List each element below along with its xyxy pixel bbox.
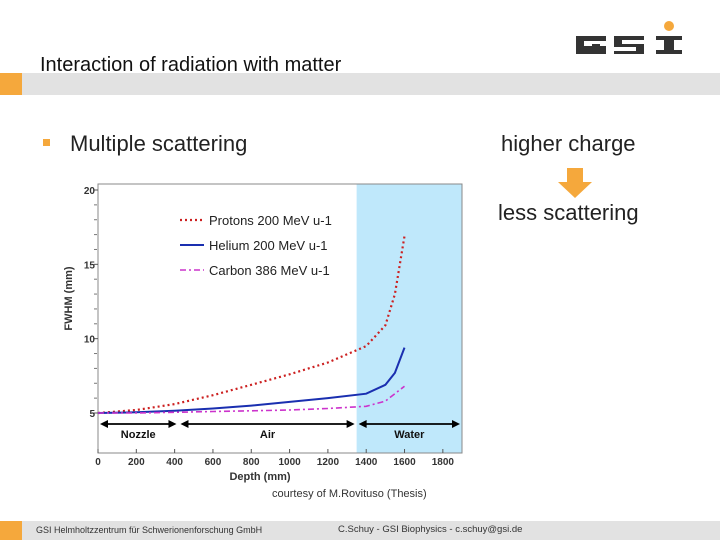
region-arrowhead-right bbox=[168, 420, 177, 428]
x-tick-label: 1200 bbox=[317, 457, 340, 468]
footer-institution: GSI Helmholtzzentrum für Schwerionenfors… bbox=[36, 525, 263, 535]
note-higher-charge: higher charge bbox=[501, 131, 636, 156]
y-axis-label: FWHM (mm) bbox=[63, 266, 75, 330]
title-underline-bar bbox=[22, 73, 720, 95]
y-tick-label: 5 bbox=[89, 409, 95, 420]
region-label-water: Water bbox=[394, 429, 425, 441]
region-arrowhead-left bbox=[358, 420, 367, 428]
series-line-0 bbox=[97, 235, 406, 415]
x-tick-label: 1000 bbox=[278, 457, 301, 468]
region-arrowhead-left bbox=[100, 420, 108, 428]
x-tick-label: 1800 bbox=[432, 457, 455, 468]
y-tick-label: 10 bbox=[84, 335, 96, 346]
bullet-marker bbox=[43, 139, 50, 146]
footer-contact: C.Schuy - GSI Biophysics - c.schuy@gsi.d… bbox=[338, 524, 523, 535]
water-region bbox=[356, 184, 462, 453]
legend-label-1: Helium 200 MeV u-1 bbox=[209, 238, 328, 253]
x-tick-label: 200 bbox=[128, 457, 145, 468]
series-line-1 bbox=[97, 347, 406, 414]
plot-frame bbox=[97, 183, 463, 454]
slide-title: Interaction of radiation with matter bbox=[40, 54, 342, 76]
region-label-air: Air bbox=[260, 429, 276, 441]
y-tick-label: 20 bbox=[84, 186, 96, 197]
x-tick-label: 1600 bbox=[393, 457, 416, 468]
bullet-multiple-scattering: Multiple scattering bbox=[70, 131, 248, 156]
x-tick-label: 1400 bbox=[355, 457, 378, 468]
footer-bar bbox=[22, 521, 720, 540]
legend-label-2: Carbon 386 MeV u-1 bbox=[209, 263, 330, 278]
x-tick-label: 600 bbox=[205, 457, 222, 468]
region-arrowhead-left bbox=[180, 420, 189, 428]
region-arrowhead-right bbox=[346, 420, 355, 428]
region-label-nozzle: Nozzle bbox=[121, 429, 156, 441]
arrow-down-icon bbox=[558, 168, 592, 198]
gsi-logo bbox=[576, 21, 682, 54]
x-tick-label: 800 bbox=[243, 457, 260, 468]
note-less-scattering: less scattering bbox=[498, 200, 639, 225]
series-line-2 bbox=[98, 385, 405, 414]
x-axis-label: Depth (mm) bbox=[229, 471, 290, 483]
region-arrowhead-right bbox=[452, 420, 460, 428]
x-tick-label: 0 bbox=[95, 457, 101, 468]
title-accent-bar bbox=[0, 73, 22, 95]
footer-accent-bar bbox=[0, 521, 22, 540]
courtesy-note: courtesy of M.Rovituso (Thesis) bbox=[272, 488, 427, 500]
legend-label-0: Protons 200 MeV u-1 bbox=[209, 213, 332, 228]
x-tick-label: 400 bbox=[166, 457, 183, 468]
y-tick-label: 15 bbox=[84, 260, 96, 271]
